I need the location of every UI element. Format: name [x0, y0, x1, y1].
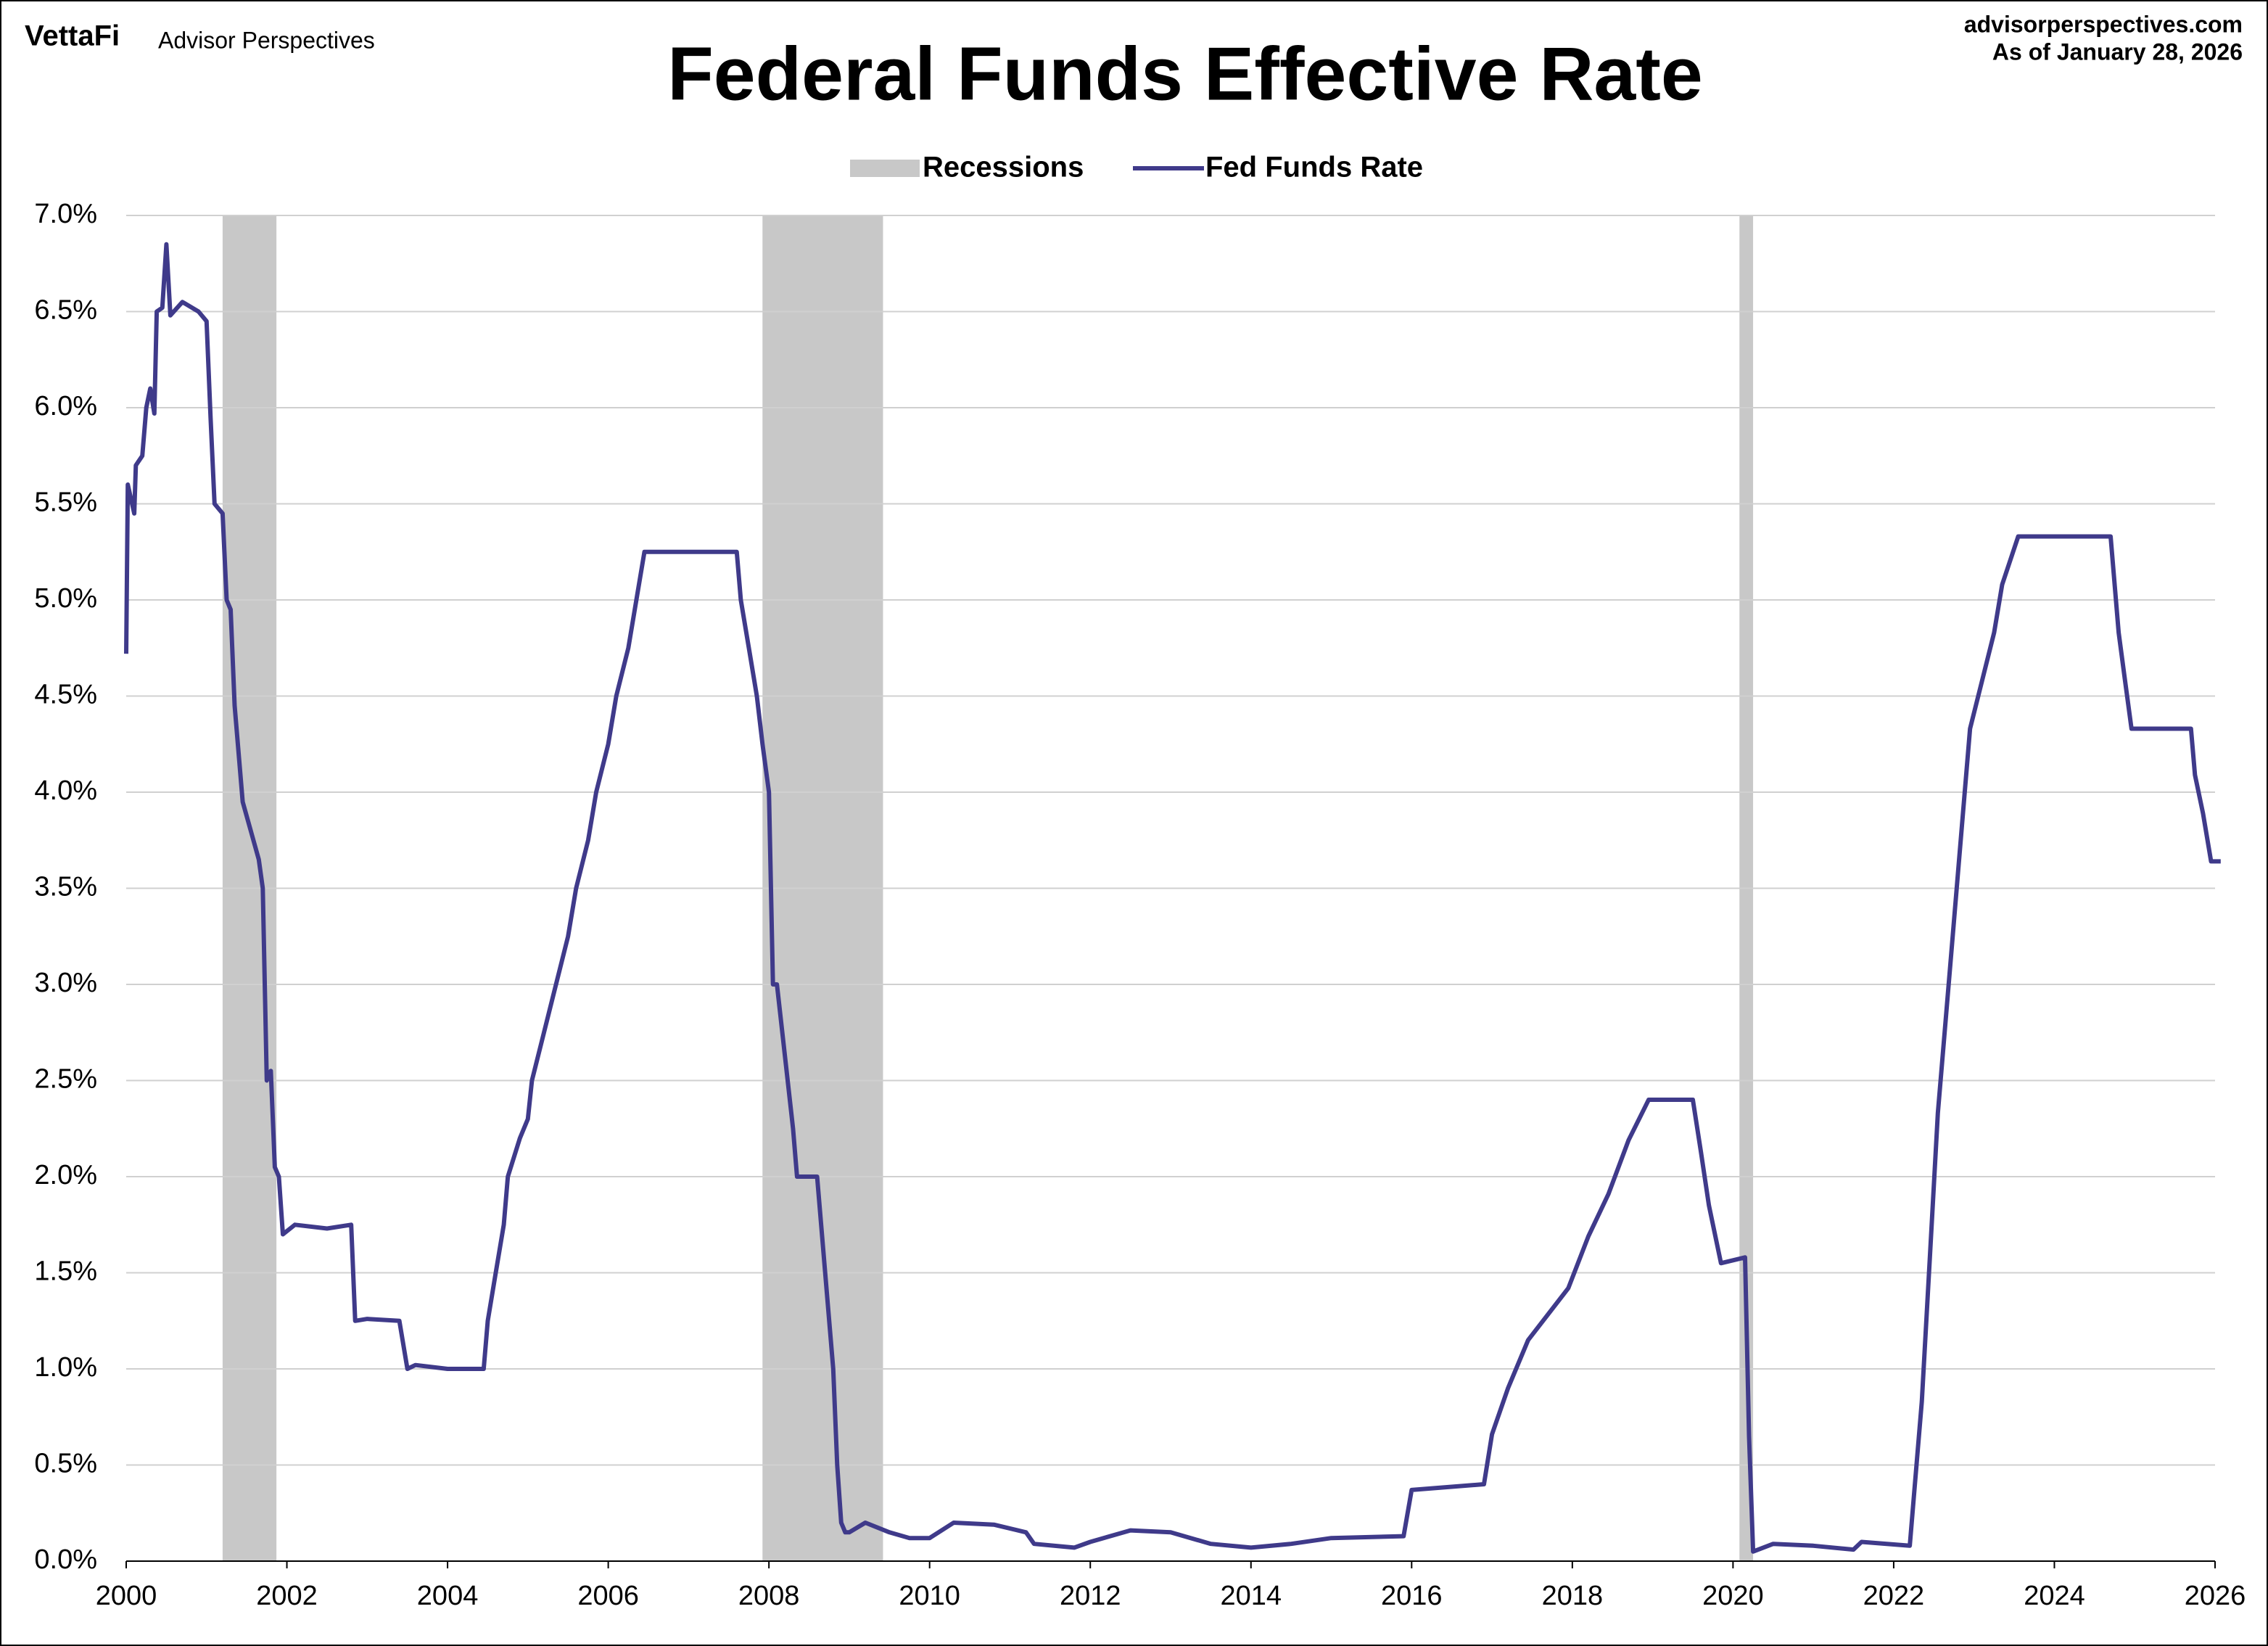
y-tick-label: 6.0% [34, 391, 97, 421]
y-tick-label: 3.5% [34, 872, 97, 902]
series-line [124, 242, 2221, 1554]
x-tick-label: 2024 [2024, 1581, 2085, 1611]
y-tick-label: 2.5% [34, 1064, 97, 1095]
x-tick-label: 2000 [96, 1581, 157, 1611]
y-tick-label: 2.0% [34, 1160, 97, 1190]
x-tick-label: 2016 [1381, 1581, 1443, 1611]
x-tick-label: 2006 [577, 1581, 639, 1611]
y-tick-label: 3.0% [34, 968, 97, 998]
y-tick-label: 4.0% [34, 775, 97, 806]
x-tick-label: 2010 [899, 1581, 960, 1611]
x-tick-label: 2020 [1702, 1581, 1764, 1611]
y-tick-label: 0.0% [34, 1544, 97, 1575]
date: As of January 28, 2026 [1992, 38, 2243, 65]
y-tick-label: 5.5% [34, 487, 97, 518]
y-tick-label: 0.5% [34, 1449, 97, 1479]
legend-label: Recessions [923, 152, 1084, 184]
y-tick-label: 7.0% [34, 199, 97, 229]
brand-sub: Advisor Perspectives [158, 27, 375, 53]
legend-label: Fed Funds Rate [1205, 152, 1423, 184]
y-tick-label: 5.0% [34, 583, 97, 614]
source: advisorperspectives.com [1964, 11, 2243, 37]
legend: Recessions Fed Funds Rate [850, 152, 1423, 184]
legend-swatch [850, 160, 920, 177]
x-tick-label: 2014 [1220, 1581, 1282, 1611]
x-tick-label: 2012 [1060, 1581, 1121, 1611]
x-tick-label: 2002 [256, 1581, 318, 1611]
x-tick-label: 2004 [417, 1581, 479, 1611]
y-tick-label: 1.5% [34, 1256, 97, 1287]
y-tick-label: 1.0% [34, 1352, 97, 1383]
y-tick-label: 6.5% [34, 295, 97, 326]
x-tick-label: 2008 [738, 1581, 800, 1611]
x-tick-label: 2018 [1542, 1581, 1604, 1611]
brand: VettaFi [25, 20, 120, 52]
x-tick-label: 2026 [2185, 1581, 2246, 1611]
chart-title: Federal Funds Effective Rate [667, 32, 1703, 116]
y-tick-label: 4.5% [34, 680, 97, 710]
x-tick-label: 2022 [1863, 1581, 1925, 1611]
